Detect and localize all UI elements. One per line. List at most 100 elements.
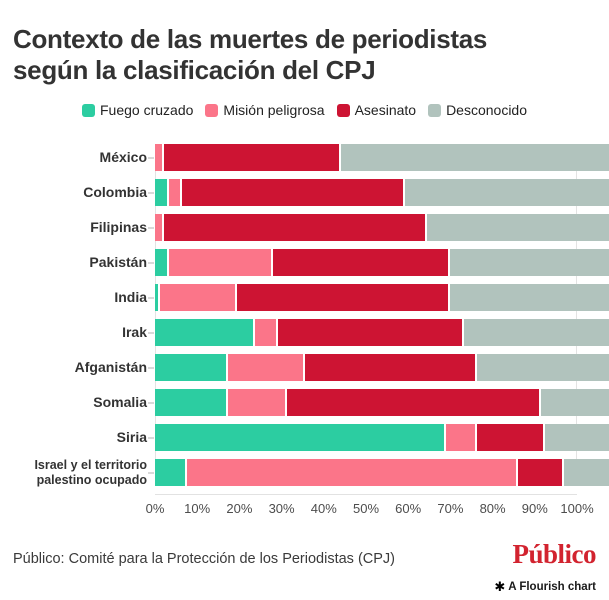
category-tick-mark: [148, 261, 154, 264]
bar-segment-mision-peligrosa[interactable]: [155, 144, 165, 172]
bar-segment-mision-peligrosa[interactable]: [168, 249, 274, 277]
stacked-bar: [155, 179, 609, 207]
category-label: Irak: [122, 324, 147, 341]
bar-segment-asesinato[interactable]: [304, 354, 478, 382]
legend-label-fuego-cruzado: Fuego cruzado: [100, 102, 194, 119]
bar-segment-mision-peligrosa[interactable]: [227, 354, 305, 382]
category-label: Afganistán: [74, 359, 147, 376]
bar-segment-mision-peligrosa[interactable]: [155, 214, 165, 242]
bar-segment-asesinato[interactable]: [286, 389, 541, 417]
chart-row-india: India: [0, 284, 609, 312]
chart-title-line2: según la clasificación del CPJ: [13, 54, 376, 85]
bar-segment-asesinato[interactable]: [477, 424, 546, 452]
chart-title: Contexto de las muertes de periodistas s…: [0, 0, 609, 85]
x-axis-label-70pct: 70%: [437, 501, 464, 517]
bar-segment-desconocido[interactable]: [477, 354, 609, 382]
category-tick-mark: [148, 156, 154, 159]
chart: México Colombia Filipinas Pakistán India Irak…: [0, 144, 609, 519]
bar-segment-mision-peligrosa[interactable]: [168, 179, 183, 207]
bar-segment-mision-peligrosa[interactable]: [445, 424, 478, 452]
bar-segment-desconocido[interactable]: [404, 179, 609, 207]
bar-segment-mision-peligrosa[interactable]: [159, 284, 237, 312]
bar-segment-fuego-cruzado[interactable]: [155, 319, 255, 347]
legend-label-asesinato: Asesinato: [354, 102, 417, 119]
bar-segment-asesinato[interactable]: [164, 144, 342, 172]
x-axis-label-0pct: 0%: [145, 501, 165, 517]
chart-title-line1: Contexto de las muertes de periodistas: [13, 24, 488, 54]
x-axis-label-30pct: 30%: [268, 501, 295, 517]
bar-segment-asesinato[interactable]: [273, 249, 451, 277]
x-axis-label-80pct: 80%: [479, 501, 506, 517]
footer: Público: Comité para la Protección de lo…: [13, 541, 596, 596]
bar-segment-fuego-cruzado[interactable]: [155, 354, 228, 382]
stacked-bar: [155, 319, 609, 347]
bar-segment-asesinato[interactable]: [236, 284, 451, 312]
stacked-bar: [155, 459, 609, 487]
chart-row-pakistan: Pakistán: [0, 249, 609, 277]
legend-swatch-asesinato: [336, 103, 350, 117]
stacked-bar: [155, 354, 609, 382]
bar-segment-mision-peligrosa[interactable]: [254, 319, 278, 347]
bar-segment-desconocido[interactable]: [540, 389, 609, 417]
category-label: Colombia: [83, 184, 147, 201]
category-label: Filipinas: [90, 219, 147, 236]
chart-row-filipinas: Filipinas: [0, 214, 609, 242]
bar-segment-asesinato[interactable]: [182, 179, 405, 207]
chart-row-colombia: Colombia: [0, 179, 609, 207]
chart-row-somalia: Somalia: [0, 389, 609, 417]
category-tick-mark: [148, 436, 154, 439]
source-note: Público: Comité para la Protección de lo…: [13, 551, 395, 568]
category-label: Israel y el territorio palestino ocupado: [34, 458, 147, 487]
bar-segment-desconocido[interactable]: [450, 249, 609, 277]
guide-line-100pct: [576, 144, 577, 487]
plot-guides: [155, 144, 577, 487]
flourish-asterisk-icon: ✱: [494, 579, 506, 595]
bar-segment-fuego-cruzado[interactable]: [155, 284, 160, 312]
chart-row-irak: Irak: [0, 319, 609, 347]
legend-item-desconocido: Desconocido: [428, 102, 527, 118]
legend-item-fuego-cruzado: Fuego cruzado: [82, 102, 193, 118]
bar-segment-desconocido[interactable]: [427, 214, 609, 242]
bar-segment-desconocido[interactable]: [545, 424, 609, 452]
chart-row-siria: Siria: [0, 424, 609, 452]
bar-segment-desconocido[interactable]: [563, 459, 609, 487]
bar-segment-fuego-cruzado[interactable]: [155, 424, 446, 452]
legend: Fuego cruzado Misión peligrosa Asesinato De…: [0, 102, 609, 118]
category-label: Siria: [116, 429, 147, 446]
x-axis: 0% 10% 20% 30% 40% 50% 60% 70% 80% 90% 100%: [146, 494, 594, 519]
bar-segment-fuego-cruzado[interactable]: [155, 179, 169, 207]
legend-item-asesinato: Asesinato: [336, 102, 417, 119]
flourish-attribution[interactable]: ✱ A Flourish chart: [494, 580, 596, 593]
stacked-bar: [155, 249, 609, 277]
category-tick-mark: [148, 296, 154, 299]
bar-segment-fuego-cruzado[interactable]: [155, 459, 187, 487]
guide-line-0pct: [155, 144, 156, 487]
flourish-attribution-label: A Flourish chart: [508, 580, 596, 593]
category-label: México: [99, 149, 147, 166]
bar-segment-desconocido[interactable]: [341, 144, 609, 172]
legend-label-desconocido: Desconocido: [446, 102, 527, 119]
chart-row-israel-y-el-territorio: Israel y el territorio palestino ocupado: [0, 458, 609, 487]
x-axis-label-20pct: 20%: [226, 501, 253, 517]
bar-segment-fuego-cruzado[interactable]: [155, 249, 169, 277]
stacked-bar: [155, 144, 609, 172]
bar-segment-asesinato[interactable]: [518, 459, 564, 487]
bar-segment-asesinato[interactable]: [277, 319, 464, 347]
bar-segment-desconocido[interactable]: [463, 319, 609, 347]
category-tick-mark: [148, 331, 154, 334]
bar-segment-desconocido[interactable]: [450, 284, 609, 312]
x-axis-label-10pct: 10%: [184, 501, 211, 517]
legend-label-mision-peligrosa: Misión peligrosa: [223, 102, 325, 119]
legend-item-mision-peligrosa: Misión peligrosa: [205, 102, 325, 119]
category-label: Somalia: [93, 394, 147, 411]
bar-segment-fuego-cruzado[interactable]: [155, 389, 228, 417]
publico-logo[interactable]: Público: [512, 539, 596, 570]
x-axis-label-40pct: 40%: [310, 501, 337, 517]
bar-segment-mision-peligrosa[interactable]: [186, 459, 519, 487]
category-tick-mark: [148, 226, 154, 229]
bar-segment-mision-peligrosa[interactable]: [227, 389, 287, 417]
legend-swatch-mision-peligrosa: [205, 103, 219, 117]
bar-segment-asesinato[interactable]: [164, 214, 428, 242]
category-tick-mark: [148, 366, 154, 369]
